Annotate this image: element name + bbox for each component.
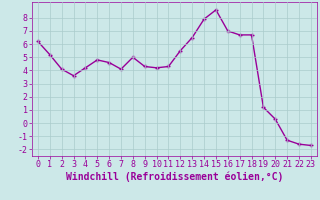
X-axis label: Windchill (Refroidissement éolien,°C): Windchill (Refroidissement éolien,°C) [66,172,283,182]
